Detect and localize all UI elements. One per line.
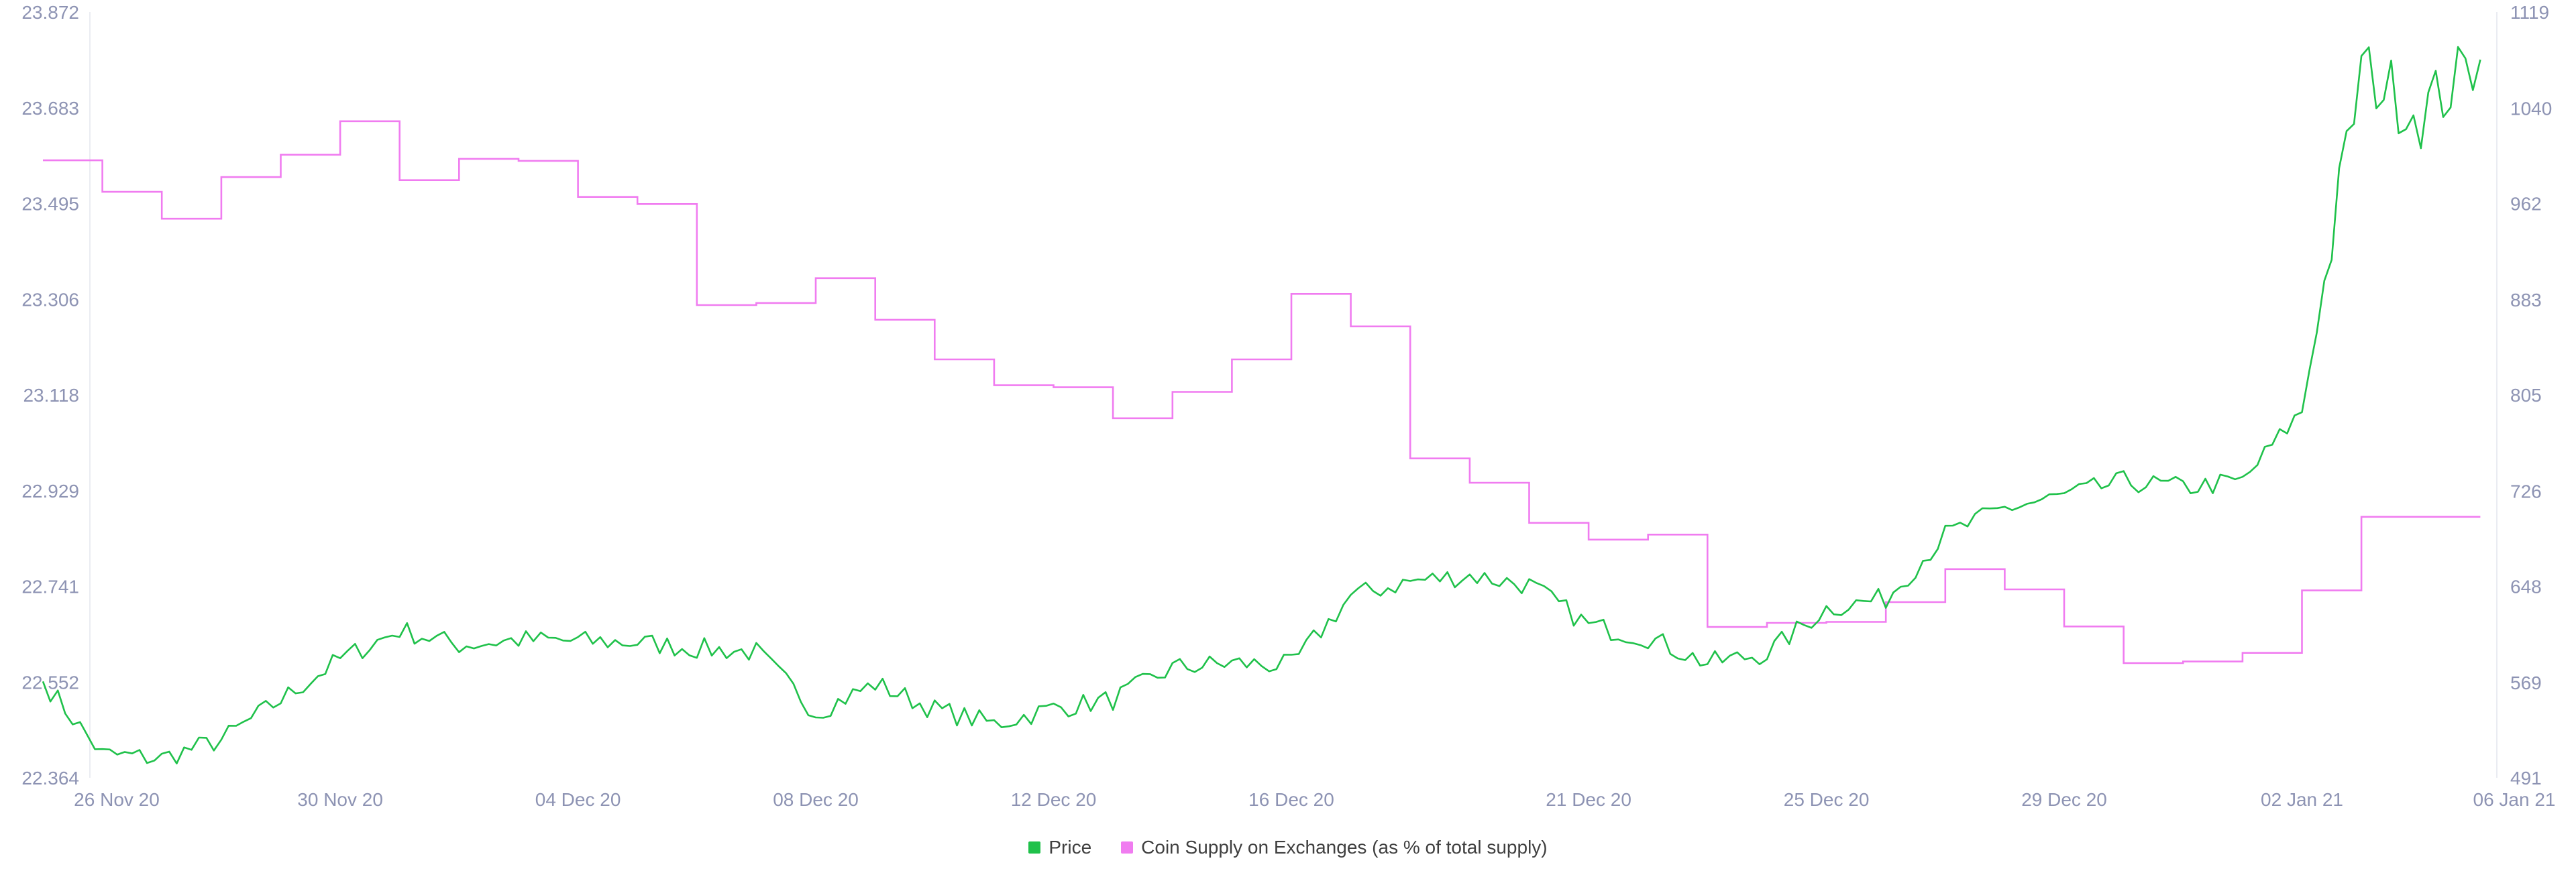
right-axis-tick-label: 491 [2510, 768, 2542, 789]
price-legend-label: Price [1049, 837, 1092, 858]
x-axis-tick-label: 08 Dec 20 [773, 789, 859, 810]
x-axis-tick-label: 25 Dec 20 [1784, 789, 1870, 810]
legend-item-price[interactable]: Price [1028, 837, 1091, 858]
coin-supply-line [43, 120, 2481, 664]
left-axis-tick-label: 22.929 [21, 481, 79, 502]
right-axis-tick-label: 1119 [2510, 2, 2549, 23]
price-line [42, 46, 2481, 764]
right-axis-tick-label: 726 [2510, 481, 2542, 502]
left-axis-tick-label: 23.306 [21, 290, 79, 310]
coin-supply-legend-label: Coin Supply on Exchanges (as % of total … [1141, 837, 1548, 858]
coin-supply-legend-swatch [1121, 841, 1134, 854]
x-axis-tick-label: 30 Nov 20 [297, 789, 383, 810]
x-axis-tick-label: 26 Nov 20 [74, 789, 160, 810]
price-legend-swatch [1028, 841, 1041, 854]
right-axis-tick-label: 883 [2510, 290, 2542, 310]
left-axis-tick-label: 23.683 [21, 98, 79, 119]
x-axis-tick-label: 06 Jan 21 [2473, 789, 2556, 810]
x-axis-tick-label: 16 Dec 20 [1248, 789, 1334, 810]
left-axis-tick-label: 23.495 [21, 194, 79, 215]
left-axis-tick-label: 22.364 [21, 768, 79, 789]
right-axis-tick-label: 962 [2510, 194, 2542, 215]
right-axis-tick-label: 805 [2510, 385, 2542, 406]
x-axis-tick-label: 02 Jan 21 [2261, 789, 2343, 810]
left-axis-tick-label: 23.118 [23, 385, 79, 406]
right-axis-tick-label: 569 [2510, 673, 2542, 693]
legend-item-coin-supply[interactable]: Coin Supply on Exchanges (as % of total … [1121, 837, 1548, 858]
left-axis-tick-label: 22.552 [21, 673, 79, 693]
right-axis-tick-label: 1040 [2510, 99, 2552, 119]
right-axis-tick-label: 648 [2510, 577, 2542, 597]
legend: Price Coin Supply on Exchanges (as % of … [0, 831, 2576, 864]
left-axis-tick-label: 23.872 [21, 2, 79, 23]
x-axis-tick-label: 12 Dec 20 [1011, 789, 1097, 810]
x-axis-tick-label: 21 Dec 20 [1546, 789, 1631, 810]
x-axis-tick-label: 29 Dec 20 [2021, 789, 2107, 810]
left-axis-tick-label: 22.741 [21, 577, 79, 597]
x-axis-tick-label: 04 Dec 20 [535, 789, 621, 810]
